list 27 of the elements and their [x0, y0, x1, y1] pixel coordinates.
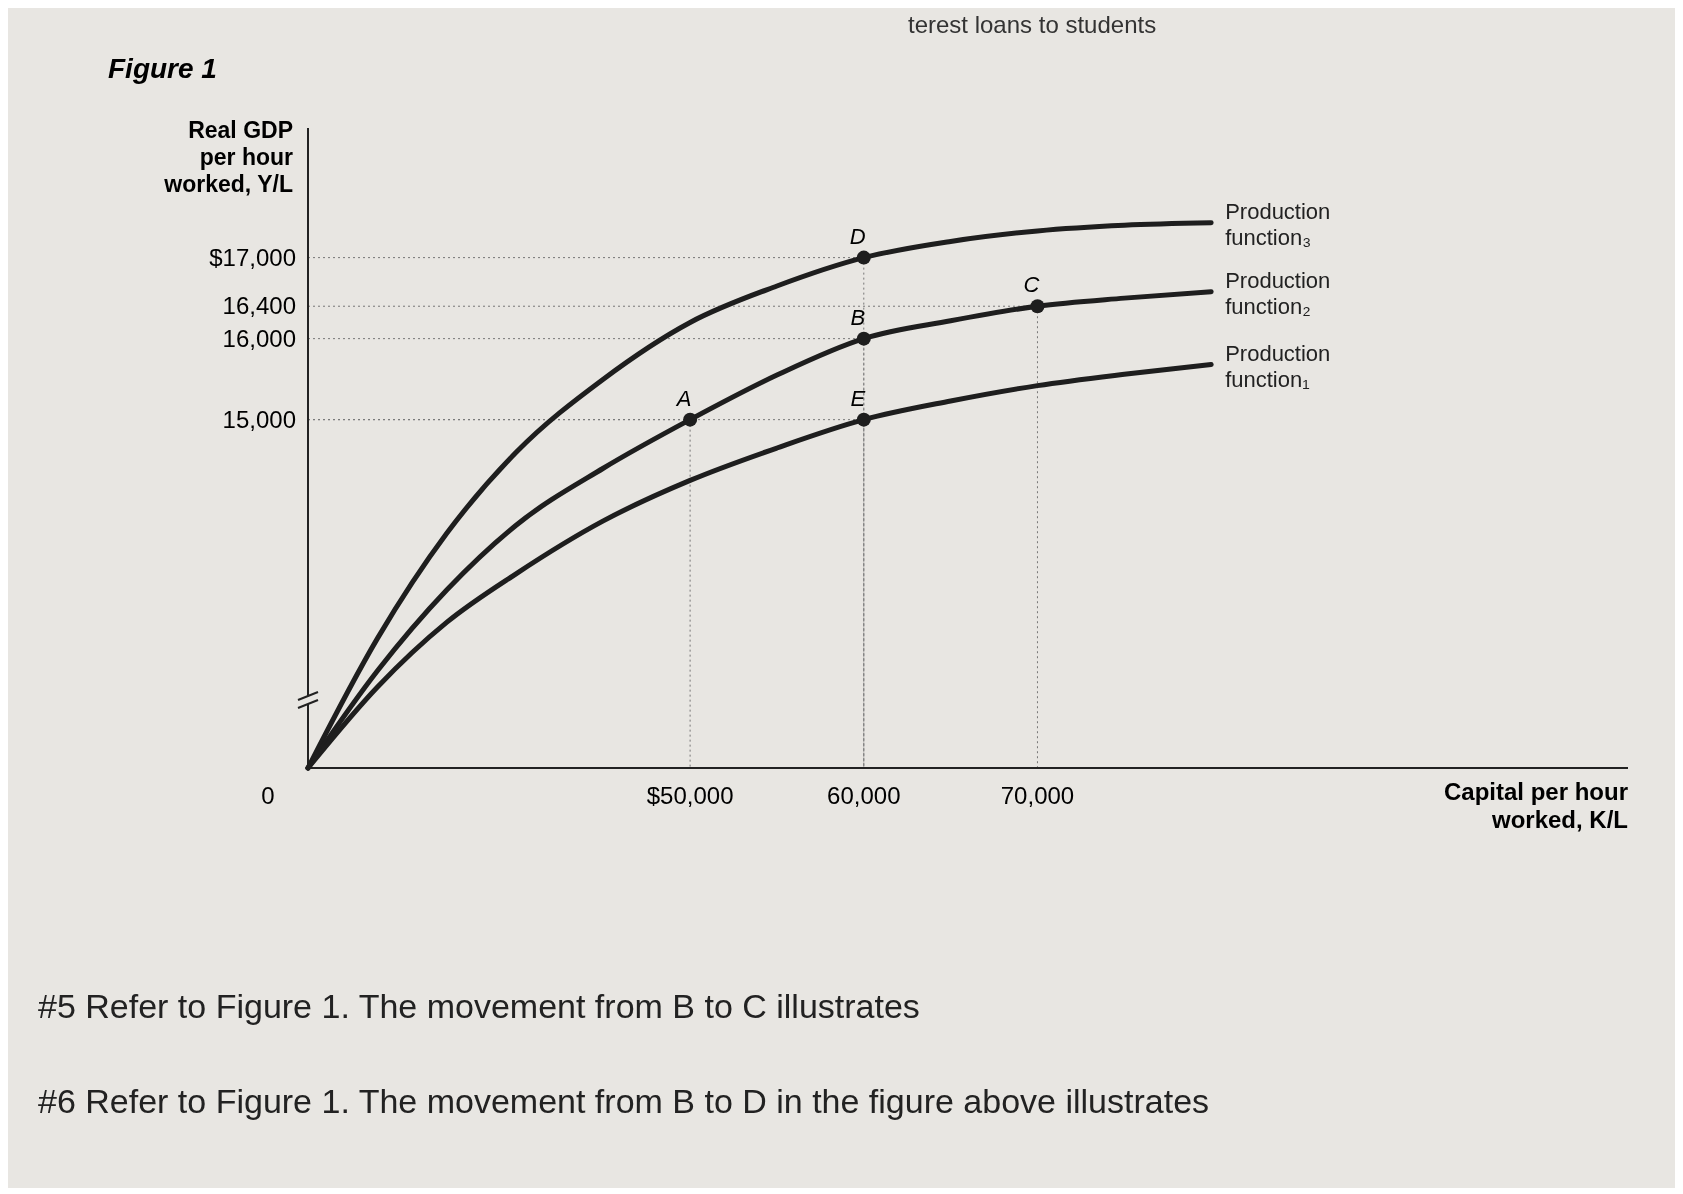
annotation: A [674, 385, 692, 411]
annotation: B [850, 304, 866, 330]
point [683, 412, 698, 427]
series-label: Production function₂ [1225, 267, 1331, 319]
x-tick-label: $50,000 [646, 782, 734, 809]
point [856, 412, 871, 427]
chart-title: Figure 1 [108, 53, 217, 84]
text: #6 Refer to Figure 1. The movement from B to D in the figure above illustrates [38, 1082, 1210, 1120]
x-tick-label: 70,000 [1000, 782, 1075, 809]
text: #5 Refer to Figure 1. The movement from B to C illustrates [38, 987, 920, 1025]
text: terest loans to students [908, 11, 1157, 38]
y-axis-title: Real GDP per hour worked, Y/L [163, 117, 294, 197]
x-axis-title: Capital per hour worked, K/L [1443, 778, 1628, 833]
point [856, 331, 871, 346]
series-label: Production function₁ [1225, 340, 1331, 392]
point [856, 250, 871, 265]
annotation: C [1023, 272, 1040, 298]
annotation: D [849, 223, 866, 249]
y-tick-label: $17,000 [209, 243, 296, 271]
point [1030, 299, 1045, 314]
annotation: E [850, 385, 866, 411]
text: 0 [261, 782, 275, 809]
y-tick-label: 16,000 [222, 324, 296, 352]
y-tick-label: 16,400 [222, 292, 296, 320]
y-tick-label: 15,000 [222, 405, 296, 433]
x-tick-label: 60,000 [827, 782, 901, 809]
series-label: Production function₃ [1225, 198, 1331, 250]
